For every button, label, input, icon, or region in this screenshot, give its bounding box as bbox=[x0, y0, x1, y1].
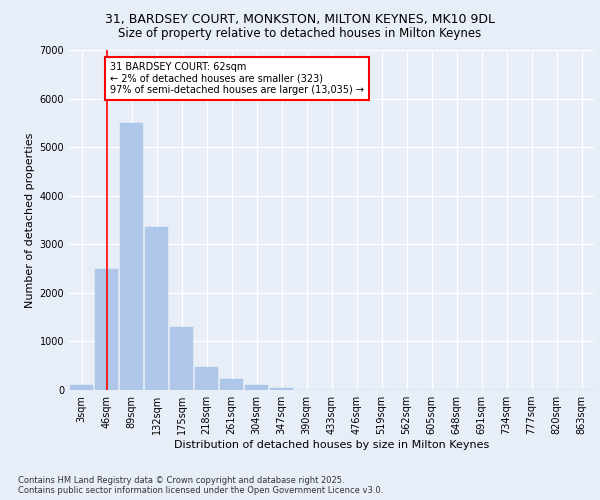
Bar bbox=[170, 327, 193, 390]
X-axis label: Distribution of detached houses by size in Milton Keynes: Distribution of detached houses by size … bbox=[174, 440, 489, 450]
Text: Size of property relative to detached houses in Milton Keynes: Size of property relative to detached ho… bbox=[118, 28, 482, 40]
Bar bbox=[270, 388, 293, 390]
Bar bbox=[195, 366, 218, 390]
Text: Contains HM Land Registry data © Crown copyright and database right 2025.
Contai: Contains HM Land Registry data © Crown c… bbox=[18, 476, 383, 495]
Bar bbox=[70, 385, 93, 390]
Bar bbox=[145, 228, 168, 390]
Text: 31, BARDSEY COURT, MONKSTON, MILTON KEYNES, MK10 9DL: 31, BARDSEY COURT, MONKSTON, MILTON KEYN… bbox=[105, 12, 495, 26]
Bar bbox=[95, 268, 118, 390]
Bar bbox=[245, 385, 268, 390]
Text: 31 BARDSEY COURT: 62sqm
← 2% of detached houses are smaller (323)
97% of semi-de: 31 BARDSEY COURT: 62sqm ← 2% of detached… bbox=[110, 62, 364, 96]
Bar bbox=[220, 380, 243, 390]
Bar bbox=[120, 123, 143, 390]
Y-axis label: Number of detached properties: Number of detached properties bbox=[25, 132, 35, 308]
